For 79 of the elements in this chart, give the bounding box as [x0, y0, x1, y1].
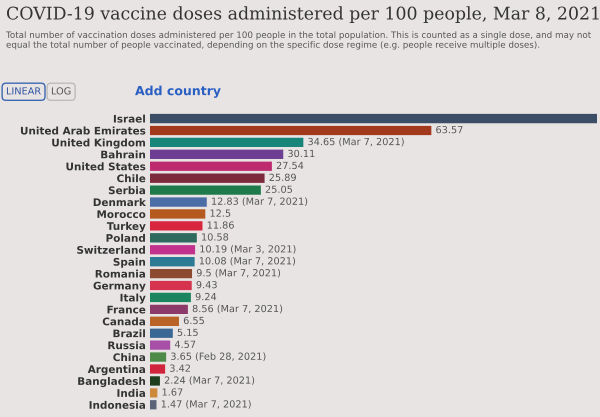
y-tick-label: Morocco [97, 210, 146, 218]
data-label: 3.42 [170, 364, 190, 372]
data-label: 27.54 [276, 162, 304, 170]
chart-title: COVID-19 vaccine doses administered per 100 people, Mar 8, 2021 [6, 6, 599, 24]
data-label: 10.08 (Mar 7, 2021) [200, 256, 295, 266]
data-label: 63.57 [436, 126, 463, 134]
data-label: 4.57 [174, 340, 196, 348]
data-label: 6.55 [184, 316, 204, 324]
bar [150, 280, 192, 290]
y-tick-label: Serbia [108, 186, 146, 194]
y-tick-label: Indonesia [90, 400, 146, 409]
bar [150, 245, 196, 254]
y-tick-label: Poland [106, 234, 145, 242]
data-label: 9.24 [196, 292, 216, 300]
bar [150, 316, 179, 326]
y-tick-label: Bahrain [101, 150, 146, 158]
y-tick-label: Switzerland [77, 246, 145, 254]
bar [150, 150, 284, 159]
data-label: 12.83 (Mar 7, 2021) [212, 197, 308, 206]
y-tick-label: United Kingdom [52, 138, 146, 149]
bar [150, 268, 192, 278]
y-tick-label: Romania [96, 270, 146, 278]
y-tick-label: Spain [114, 258, 146, 268]
bar [150, 126, 432, 136]
data-label: 3.65 (Feb 28, 2021) [171, 352, 266, 362]
bar [150, 292, 191, 302]
y-tick-label: United States [66, 162, 146, 170]
data-label: 1.67 [162, 388, 182, 396]
data-label: 11.86 [208, 221, 234, 229]
data-label: 9.43 [196, 280, 217, 288]
data-label: 1.47 (Mar 7, 2021) [162, 400, 251, 409]
data-label: 30.11 [288, 150, 314, 158]
y-tick-label: Canada [102, 317, 146, 326]
data-label: 8.56 (Mar 7, 2021) [192, 304, 282, 314]
y-tick-label: Germany [94, 282, 146, 292]
data-label: 25.05 [266, 186, 292, 193]
data-label: 10.19 (Mar 3, 2021) [200, 245, 296, 254]
chart-subtitle: Total number of vaccination doses administered per 100 people in the total population. This is counted as a single dose, and may not equal the total number of people vaccinated, depending on the specific dose regime (e.g. people receive multiple doses). [6, 31, 591, 50]
data-label: 9.5 (Mar 7, 2021) [196, 268, 280, 278]
y-tick-label: Argentina [88, 365, 146, 376]
bar [150, 138, 304, 148]
y-tick-label: China [113, 353, 146, 362]
y-tick-label: Chile [117, 174, 146, 182]
data-label: 25.89 [269, 174, 296, 182]
bar [150, 209, 206, 219]
data-label: 34.65 (Mar 7, 2021) [308, 138, 404, 146]
y-tick-label: Italy [120, 293, 146, 304]
bar [150, 221, 202, 231]
text: Add country [135, 86, 221, 98]
bar [150, 400, 157, 410]
y-tick-label: Bangladesh [78, 376, 146, 388]
bar [150, 340, 170, 350]
bar [150, 114, 597, 124]
bar [150, 304, 188, 314]
text: LINEAR [6, 87, 41, 94]
data-label: 10.58 [202, 233, 228, 241]
bar [150, 257, 195, 266]
data-label: 5.15 [178, 328, 198, 336]
y-tick-label: India [117, 388, 146, 397]
data-label: 2.24 (Mar 7, 2021) [164, 376, 254, 385]
bar [150, 328, 173, 338]
bar [150, 197, 207, 207]
y-tick-label: France [108, 306, 146, 314]
y-tick-label: United Arab Emirates [20, 126, 146, 135]
bar [150, 185, 261, 195]
bar [150, 162, 272, 171]
bar [150, 352, 166, 362]
bar [150, 174, 265, 183]
y-tick-label: Denmark [94, 198, 146, 206]
bar [150, 364, 166, 374]
bar [150, 233, 197, 242]
y-tick-label: Turkey [106, 222, 146, 232]
y-tick-label: Russia [108, 341, 146, 350]
y-tick-label: Brazil [113, 329, 145, 338]
bar [150, 388, 158, 398]
text: LOG [52, 87, 70, 95]
y-tick-label: Israel [114, 114, 145, 123]
data-label: 12.5 [210, 209, 230, 217]
bar [150, 376, 160, 386]
